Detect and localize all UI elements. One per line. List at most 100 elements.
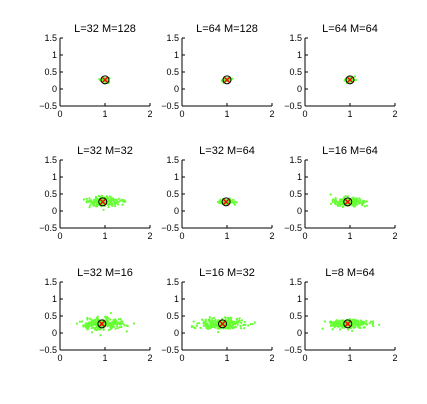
data-point (230, 321, 233, 324)
data-point (357, 326, 360, 329)
data-point (109, 311, 113, 315)
reference-circle (343, 319, 353, 329)
data-point (238, 317, 241, 320)
data-point (112, 319, 115, 322)
data-point (365, 204, 369, 207)
data-point (334, 325, 337, 328)
data-point (88, 206, 91, 209)
data-point (215, 324, 219, 327)
data-point (120, 320, 123, 323)
y-tick-label: −0.5 (284, 223, 302, 233)
data-point (339, 199, 342, 202)
data-point (106, 325, 109, 328)
y-tick-label: 0.5 (44, 189, 57, 199)
data-point (363, 205, 367, 208)
y-tick-label: −0.5 (284, 345, 302, 355)
y-tick-label: 0 (174, 328, 179, 338)
data-point (106, 203, 109, 206)
data-point (342, 319, 345, 322)
reference-circle (97, 319, 107, 329)
data-point (104, 316, 107, 320)
data-point (359, 326, 362, 330)
data-point (351, 329, 354, 332)
reference-circle (221, 197, 231, 207)
y-tick-label: 0.5 (166, 67, 179, 77)
y-tick-label: 0.5 (289, 311, 302, 321)
data-point (90, 318, 93, 322)
data-point (341, 199, 344, 202)
data-point (212, 320, 215, 323)
y-tick-label: 0 (174, 84, 179, 94)
center-marker (344, 320, 351, 327)
data-point (108, 321, 112, 324)
y-tick-label: 0 (52, 328, 57, 338)
data-point (355, 319, 358, 322)
data-point (369, 320, 373, 323)
panel: L=16 M=32−0.500.511.50 1 2 (161, 267, 274, 363)
x-tick-label: 2 (392, 231, 397, 241)
reference-circle (222, 75, 232, 85)
y-tick-label: 1.5 (44, 155, 57, 165)
data-point (234, 325, 237, 329)
data-point (115, 199, 119, 202)
data-point (214, 324, 217, 328)
data-point (228, 78, 231, 81)
center-marker (344, 198, 351, 205)
x-tick-label: 0 (57, 231, 62, 241)
y-tick-label: 0 (52, 206, 57, 216)
data-point (329, 193, 332, 196)
data-point (351, 202, 354, 205)
data-point (112, 325, 116, 328)
data-point (338, 328, 342, 331)
data-point (239, 324, 242, 327)
data-point (335, 200, 338, 203)
data-point (229, 316, 232, 319)
x-tick-label: 0 (179, 231, 184, 241)
x-tick-label: 1 (102, 231, 107, 241)
panel-title: L=64 M=128 (196, 23, 258, 35)
data-point (116, 201, 119, 204)
data-point (93, 200, 97, 203)
data-point (211, 324, 214, 327)
data-point (107, 329, 111, 332)
y-tick-label: −0.5 (39, 101, 57, 111)
data-point (204, 320, 207, 323)
data-point (94, 196, 98, 199)
data-point (206, 323, 209, 326)
data-point (331, 328, 334, 331)
x-tick-label: 2 (392, 109, 397, 119)
x-tick-label: 1 (224, 109, 229, 119)
x-tick-label: 1 (347, 353, 352, 363)
data-point (89, 324, 93, 327)
data-point (108, 199, 111, 203)
data-point (85, 322, 88, 325)
y-tick-label: 0 (297, 328, 302, 338)
data-point (90, 331, 94, 334)
data-point (365, 323, 369, 326)
data-point (334, 320, 337, 323)
y-tick-label: −0.5 (284, 101, 302, 111)
data-point (220, 79, 223, 82)
x-tick-label: 2 (269, 109, 274, 119)
data-point (207, 327, 211, 330)
data-point (97, 194, 100, 198)
data-point (118, 326, 121, 329)
reference-circle (343, 197, 353, 207)
data-point (346, 320, 350, 323)
y-tick-label: 1.5 (44, 33, 57, 43)
data-point (75, 322, 79, 325)
reference-circle (218, 319, 227, 329)
center-marker (99, 198, 106, 205)
y-tick-label: 1.5 (44, 277, 57, 287)
data-point (352, 197, 355, 201)
data-point (104, 81, 107, 84)
data-point (105, 321, 109, 324)
x-tick-label: 2 (147, 109, 152, 119)
x-tick-label: 1 (347, 109, 352, 119)
data-point (236, 320, 239, 323)
data-point (359, 198, 362, 202)
data-point (321, 327, 324, 330)
y-tick-label: 0.5 (166, 311, 179, 321)
y-tick-label: 1 (52, 172, 57, 182)
